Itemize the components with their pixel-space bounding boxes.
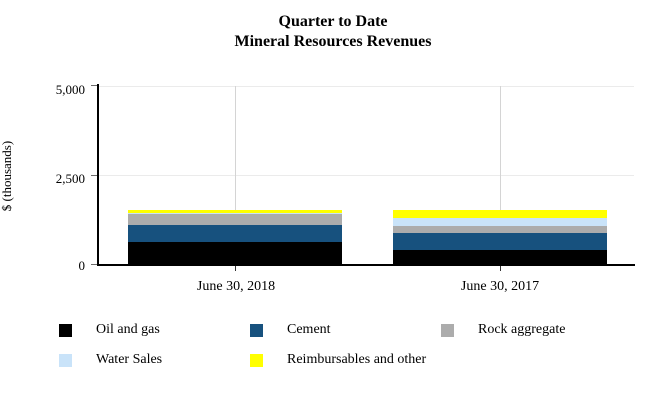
bar-segment-oil-and-gas bbox=[393, 250, 607, 264]
bar-segment-cement bbox=[128, 225, 342, 242]
legend-label: Reimbursables and other bbox=[287, 352, 427, 367]
bar-segment-water-sales bbox=[128, 213, 342, 215]
y-tick-label-5000: 5,000 bbox=[55, 82, 85, 97]
bar-segment-water-sales bbox=[393, 218, 607, 226]
y-tick-mark-0 bbox=[91, 264, 97, 265]
legend-item-rock-aggregate: Rock aggregate bbox=[441, 322, 565, 338]
bar-segment-rock-aggregate bbox=[393, 225, 607, 234]
gridline-2500 bbox=[97, 175, 634, 176]
x-category-label-2018: June 30, 2018 bbox=[196, 279, 276, 294]
gridline-5000 bbox=[97, 86, 634, 87]
legend-label: Oil and gas bbox=[96, 322, 160, 337]
y-axis-title: $ (thousands) bbox=[0, 140, 14, 212]
chart-title: Quarter to Date Mineral Resources Revenu… bbox=[0, 12, 666, 52]
y-tick-label-2500: 2,500 bbox=[55, 171, 85, 186]
bar-segment-rock-aggregate bbox=[128, 214, 342, 226]
legend-item-reimbursables-and-other: Reimbursables and other bbox=[250, 352, 426, 368]
stacked-bar-302017 bbox=[393, 210, 607, 264]
y-tick-mark-2500 bbox=[91, 175, 97, 176]
bar-segment-reimbursables-and-other bbox=[128, 209, 342, 214]
x-tick-mark-2018 bbox=[235, 266, 236, 271]
chart-title-line1: Quarter to Date bbox=[278, 13, 388, 30]
legend-label: Cement bbox=[287, 322, 331, 337]
bar-segment-oil-and-gas bbox=[128, 241, 342, 264]
y-tick-label-0: 0 bbox=[78, 258, 86, 273]
legend-label: Rock aggregate bbox=[478, 322, 566, 337]
legend-swatch bbox=[250, 353, 263, 367]
legend-swatch bbox=[441, 323, 454, 337]
bar-segment-reimbursables-and-other bbox=[393, 210, 607, 219]
bar-segment-cement bbox=[393, 233, 607, 251]
legend-item-water-sales: Water Sales bbox=[59, 352, 162, 368]
x-category-label-2017: June 30, 2017 bbox=[460, 279, 540, 294]
legend-label: Water Sales bbox=[96, 352, 163, 367]
x-tick-mark-2017 bbox=[500, 266, 501, 271]
stacked-bar-302018 bbox=[128, 209, 342, 264]
legend-item-cement: Cement bbox=[250, 322, 331, 338]
plot-area bbox=[97, 86, 634, 264]
y-axis-line bbox=[97, 84, 99, 266]
gridline-category-2018 bbox=[235, 86, 236, 264]
legend-swatch bbox=[59, 323, 72, 337]
legend-item-oil-and-gas: Oil and gas bbox=[59, 322, 160, 338]
legend-swatch bbox=[250, 323, 263, 337]
gridline-category-2017 bbox=[500, 86, 501, 264]
legend-swatch bbox=[59, 353, 72, 367]
x-axis-line bbox=[97, 264, 635, 266]
y-tick-mark-5000 bbox=[91, 85, 97, 86]
chart-title-line2: Mineral Resources Revenues bbox=[234, 33, 432, 50]
